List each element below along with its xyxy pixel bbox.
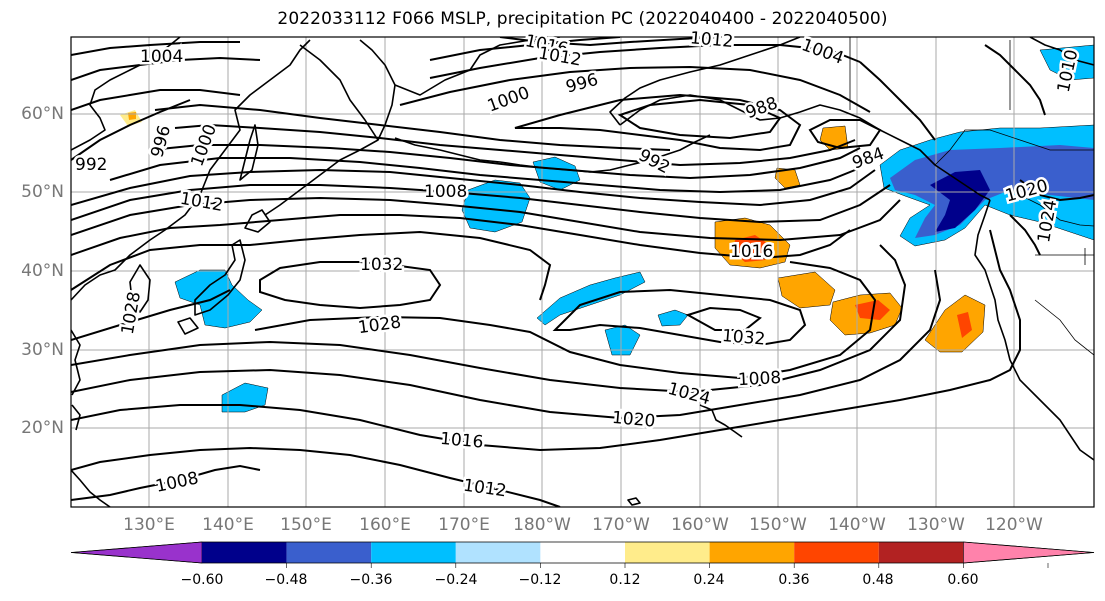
lon-label: 150°W: [749, 515, 807, 535]
lat-label-20n: 20°N: [21, 418, 64, 438]
colorbar-tick-label: −0.12: [518, 572, 562, 588]
isobar-label: 1012: [462, 476, 508, 502]
lat-label-40n: 40°N: [21, 261, 64, 281]
colorbar-swatch: [709, 542, 795, 563]
isobars: [71, 37, 1094, 507]
colorbar-tick-label: 0.12: [609, 572, 641, 588]
lon-label: 170°E: [438, 515, 490, 535]
isobar-label: 1008: [154, 468, 200, 497]
precip-negative-area: [657, 309, 689, 327]
isobar-label: 1016: [439, 429, 484, 453]
precip-positive-area: [128, 112, 136, 120]
isobar-label: 1008: [424, 182, 467, 202]
precip-negative-area: [532, 156, 581, 191]
borders: [849, 37, 1094, 356]
isobar-label: 1032: [360, 255, 403, 275]
colorbar-swatch: [371, 542, 456, 563]
colorbar-tick-label: −0.36: [349, 572, 393, 588]
colorbar-tick-label: −0.48: [264, 572, 308, 588]
isobar-label: 1012: [179, 189, 225, 216]
colorbar-tick-label: −0.24: [434, 572, 478, 588]
isobar-label: 1008: [737, 368, 781, 390]
isobar-label: 1028: [357, 312, 403, 338]
lon-label: 160°W: [671, 515, 729, 535]
lat-label-50n: 50°N: [21, 182, 64, 202]
lon-label: 150°E: [280, 515, 332, 535]
lon-label: 160°E: [359, 515, 411, 535]
colorbar-swatch: [540, 542, 625, 563]
precip-positive-area: [733, 235, 770, 262]
colorbar-extend-low: [70, 541, 203, 564]
precip-positive-area: [924, 294, 986, 353]
isobar-label: 1020: [611, 408, 656, 432]
isobar-label: 1028: [118, 290, 145, 336]
colorbar-swatch: [625, 542, 710, 563]
precip-negative-area: [536, 271, 646, 326]
colorbar-swatch: [286, 542, 372, 563]
colorbar-tick-label: 0.24: [693, 572, 725, 588]
lon-label: 170°W: [592, 515, 650, 535]
lat-label-60n: 60°N: [21, 104, 64, 124]
colorbar: [70, 541, 1095, 568]
colorbar-tick-label: 0.48: [862, 572, 894, 588]
isobar-label: 1032: [721, 326, 766, 350]
precip-negative-area: [461, 179, 531, 233]
isobar-label: 996: [147, 123, 175, 160]
lon-label: 140°E: [202, 515, 254, 535]
colorbar-outline: [70, 541, 1095, 564]
isobar-label: 1012: [537, 43, 583, 70]
isobar-label: 1000: [485, 83, 532, 117]
isobar-label: 1004: [799, 35, 846, 69]
isobar-label: 1024: [666, 379, 713, 410]
colorbar-swatch: [455, 542, 541, 563]
lon-label: 130°W: [907, 515, 965, 535]
precip-positive-area: [777, 271, 836, 309]
colorbar-tick-label: 0.36: [778, 572, 810, 588]
precip-positive-area: [957, 312, 972, 338]
lon-label: 120°W: [985, 515, 1043, 535]
precip-negative-area: [1039, 44, 1094, 81]
map-title: 2022033112 F066 MSLP, precipitation PC (…: [277, 9, 888, 29]
isobar-label: 1004: [140, 47, 183, 67]
precip-negative-area: [930, 170, 990, 232]
lon-label: 130°E: [123, 515, 175, 535]
colorbar-swatch: [794, 542, 879, 563]
lon-label: 140°W: [828, 515, 886, 535]
colorbar-tick-label: 0.60: [947, 572, 979, 588]
map-frame: [70, 36, 1095, 508]
precipitation-shading: [120, 44, 1094, 413]
lat-label-30n: 30°N: [21, 340, 64, 360]
isobar-label-layer: 1004 1016 1012 1004 1010 1012 996 1000 9…: [73, 26, 1085, 504]
lon-label: 180°W: [513, 515, 571, 535]
colorbar-swatch: [878, 542, 964, 563]
isobar-label: 996: [564, 70, 601, 98]
colorbar-extend-high: [963, 541, 1095, 564]
colorbar-tick-label: −0.60: [180, 572, 224, 588]
isobar-label: 1016: [730, 242, 773, 262]
isobar-label: 992: [75, 155, 107, 175]
isobar-label: 1012: [689, 28, 734, 52]
colorbar-swatch: [202, 542, 287, 563]
